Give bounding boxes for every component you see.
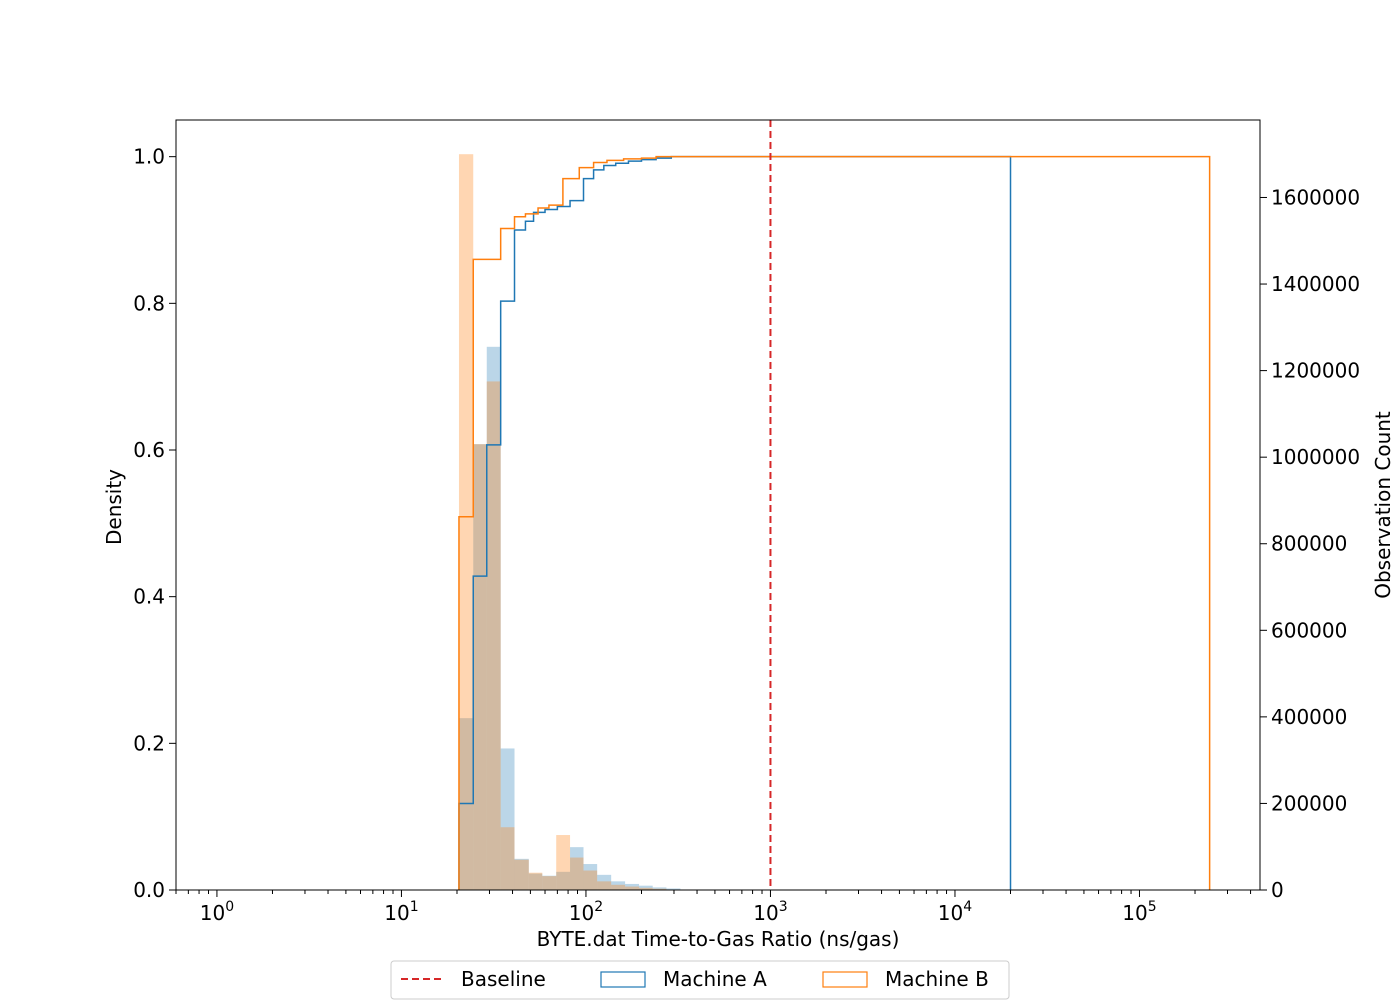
right-y-tick-label: 200000 [1271, 791, 1347, 815]
right-y-tick-label: 600000 [1271, 618, 1347, 642]
left-y-tick-label: 1.0 [133, 145, 165, 169]
histogram-bar-machine-b [486, 381, 501, 890]
histogram-bar-machine-a [583, 864, 598, 890]
histogram-bar-machine-b [556, 835, 571, 890]
legend-frame [390, 960, 1010, 1000]
left-y-tick-label: 0.4 [133, 585, 165, 609]
cdf-line-machine-b [458, 155, 1211, 890]
histogram-bars-machine-a [458, 346, 681, 890]
histogram-bar-machine-a [473, 444, 487, 890]
histogram-bar-machine-b [500, 827, 515, 890]
histogram-bar-machine-a [570, 847, 584, 890]
histogram-bar-machine-a [486, 346, 501, 890]
right-y-tick-label: 1600000 [1271, 185, 1360, 209]
histogram-bar-machine-b [528, 872, 543, 890]
right-y-tick-label: 1200000 [1271, 359, 1360, 383]
right-y-axis: 0 200000 400000 600000 800000 1000000 1200000 1… [1260, 185, 1360, 902]
right-y-tick-label: 400000 [1271, 705, 1347, 729]
histogram-bar-machine-a [556, 871, 571, 890]
histogram-bar-machine-a [666, 888, 681, 890]
histogram-bar-machine-a [500, 748, 515, 890]
histogram-bar-machine-a [528, 873, 543, 890]
left-y-tick-label: 0.6 [133, 438, 165, 462]
right-y-tick-label: 800000 [1271, 532, 1347, 556]
histogram-bar-machine-a [611, 881, 626, 890]
histogram-bar-machine-a [625, 883, 640, 890]
legend-machine-b-label: Machine B [885, 967, 989, 991]
histogram-bar-machine-b [473, 444, 487, 890]
x-tick-label: 105 [1122, 899, 1156, 925]
histogram-bar-machine-b [652, 888, 667, 890]
left-y-tick-label: 0.2 [133, 731, 165, 755]
legend-machine-a-label: Machine A [663, 967, 767, 991]
histogram-bar-machine-b [625, 886, 640, 890]
left-y-tick-label: 0.0 [133, 878, 165, 902]
histogram-bars-machine-b [458, 154, 667, 890]
histogram-bar-machine-b [597, 881, 612, 890]
legend: Baseline Machine A Machine B [390, 960, 1010, 1000]
left-y-tick-label: 0.8 [133, 291, 165, 315]
x-tick-label: 104 [938, 899, 972, 925]
histogram-bar-machine-a [514, 858, 529, 890]
plot-frame [175, 119, 1261, 891]
left-y-axis-label: Density [102, 469, 126, 545]
histogram-bar-machine-b [583, 870, 598, 890]
histogram-bar-machine-b [458, 154, 474, 890]
cdf-line-machine-a [458, 155, 1012, 890]
legend-machine-a-swatch [600, 971, 646, 988]
cdf-line-group [458, 155, 1211, 890]
x-tick-label: 100 [200, 899, 234, 925]
histogram-bar-machine-b [639, 887, 653, 890]
histogram-bar-machine-a [639, 885, 653, 890]
x-axis: 100 101 102 103 104 105 [175, 890, 1252, 925]
x-tick-label: 103 [753, 899, 787, 925]
legend-machine-b-swatch [822, 971, 868, 988]
histogram-bar-machine-a [597, 874, 612, 890]
histogram-bar-machine-b [570, 857, 584, 890]
histogram-bar-machine-b [542, 876, 557, 890]
legend-baseline-label: Baseline [461, 967, 546, 991]
histogram-bar-machine-a [652, 887, 667, 890]
x-tick-label: 101 [384, 899, 418, 925]
x-axis-label: BYTE.dat Time-to-Gas Ratio (ns/gas) [537, 927, 900, 951]
left-y-axis: 0.0 0.2 0.4 0.6 0.8 1.0 [133, 145, 176, 902]
histogram-bar-machine-b [514, 859, 529, 890]
histogram-bar-machine-b [611, 884, 626, 890]
histogram-bar-machine-a [542, 875, 557, 890]
right-y-axis-label: Observation Count [1371, 411, 1395, 599]
right-y-tick-label: 0 [1271, 878, 1284, 902]
right-y-tick-label: 1000000 [1271, 445, 1360, 469]
x-tick-label: 102 [569, 899, 603, 925]
right-y-tick-label: 1400000 [1271, 272, 1360, 296]
